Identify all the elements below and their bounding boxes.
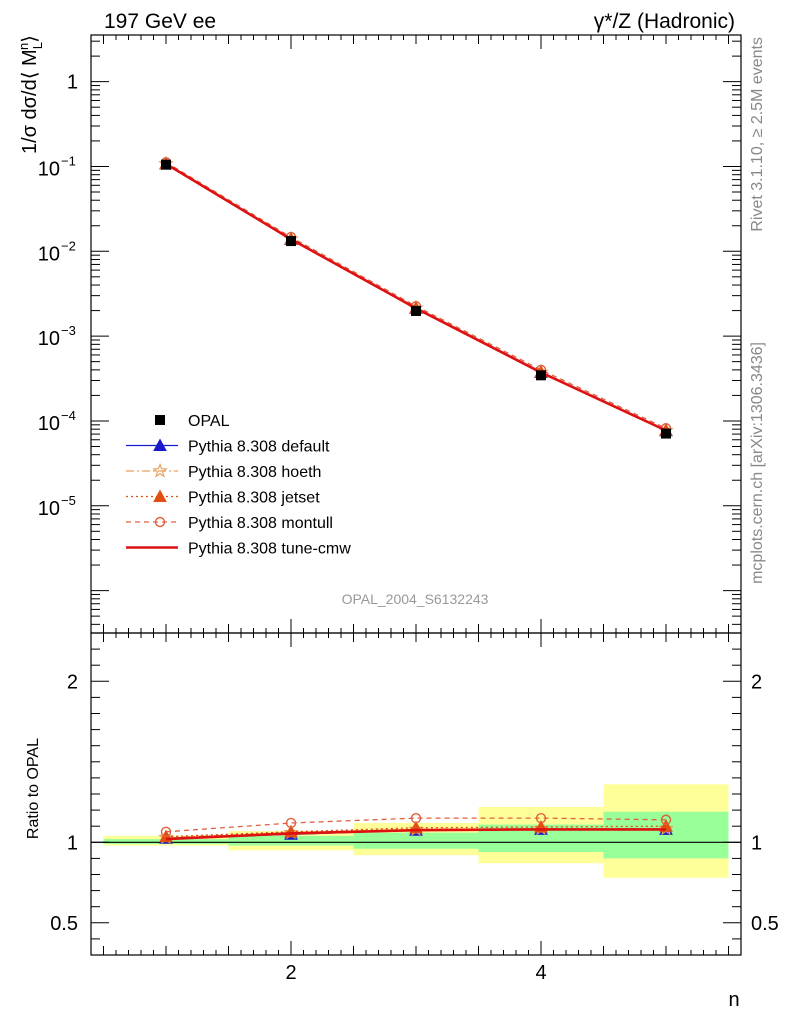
data-point-0 — [161, 159, 171, 170]
header-right-main: γ*/Z — [594, 10, 632, 33]
header-right-suffix: (Hadronic) — [631, 10, 735, 33]
series-marker-ratio-3-1 — [285, 817, 297, 829]
x-axis-label: n — [728, 989, 739, 1011]
series-line-main-1 — [165, 163, 667, 432]
data-point-1 — [286, 236, 296, 247]
y-label-main-sup: n — [16, 43, 31, 50]
side-label-bottom: mcplots.cern.ch [arXiv:1306.3436] — [749, 342, 766, 584]
data-point-2 — [411, 305, 421, 316]
legend-label-1: Pythia 8.308 default — [188, 439, 330, 456]
header-right: γ*/Z (Hadronic) — [594, 10, 735, 33]
legend-label-2: Pythia 8.308 hoeth — [188, 464, 321, 481]
legend-label-0: OPAL — [188, 413, 230, 430]
y-label-main-text: 1/σ dσ/d⟨ M — [19, 49, 41, 154]
series-line-main-0 — [165, 163, 667, 432]
series-marker-ratio-3-2 — [410, 812, 422, 824]
y-tick-label-main-sup-5: −5 — [61, 493, 76, 508]
legend-marker-opal — [155, 415, 165, 425]
y-tick-label-ratio-l-0: 0.5 — [50, 913, 78, 935]
series-marker-ratio-3-3 — [535, 812, 547, 824]
y-tick-label-main-sup-2: −2 — [61, 238, 76, 253]
x-tick-label-0: 2 — [285, 962, 296, 984]
series-line-ratio-3 — [165, 817, 667, 833]
legend-marker-4 — [154, 516, 166, 528]
ticks — [91, 35, 741, 955]
series-marker-ratio-3-0 — [160, 826, 172, 838]
legend-marker-3 — [153, 489, 167, 502]
y-label-main-end: ⟩ — [19, 35, 41, 43]
legend: OPAL Pythia 8.308 default Pythia 8.308 hoe… — [126, 413, 351, 558]
y-tick-label-main-2: 10 — [38, 243, 60, 265]
x-tick-label-1: 4 — [535, 962, 546, 984]
y-tick-label-main-4: 10 — [38, 413, 60, 435]
y-tick-label-ratio-l-1: 1 — [67, 832, 78, 854]
ratio-series — [158, 812, 674, 845]
y-tick-label-main-1: 10 — [38, 158, 60, 180]
data-point-4 — [661, 428, 671, 439]
series-line-main-4 — [165, 162, 667, 432]
legend-label-3: Pythia 8.308 jetset — [188, 490, 320, 507]
legend-marker-2 — [152, 462, 168, 478]
legend-marker-1 — [153, 438, 167, 451]
data-point-3 — [536, 370, 546, 381]
y-tick-label-main-0: 1 — [67, 72, 78, 94]
legend-label-4: Pythia 8.308 montull — [188, 515, 333, 532]
data-points — [161, 159, 671, 439]
y-axis-label-ratio: Ratio to OPAL — [25, 738, 42, 839]
band-green-2 — [353, 832, 479, 849]
series-line-ratio-4 — [165, 828, 666, 841]
y-tick-label-ratio-r-1: 1 — [751, 832, 762, 854]
series-line-main-2 — [165, 163, 667, 431]
y-tick-label-main-sup-4: −4 — [61, 408, 76, 423]
series-line-main-3 — [165, 161, 667, 429]
band-green-1 — [228, 835, 354, 846]
side-label-top: Rivet 3.1.10, ≥ 2.5M events — [749, 37, 766, 232]
y-tick-label-main-5: 10 — [38, 498, 60, 520]
band-green-4 — [603, 811, 729, 859]
y-tick-label-main-sup-1: −1 — [61, 153, 76, 168]
y-tick-label-ratio-r-2: 2 — [751, 671, 762, 693]
y-tick-label-main-sup-3: −3 — [61, 323, 76, 338]
y-label-main-sub: L — [30, 42, 45, 49]
y-axis-label-main: 1/σ dσ/d⟨ MLn⟩ — [16, 35, 45, 154]
series-marker-ratio-3-4 — [660, 814, 672, 825]
y-tick-label-ratio-r-0: 0.5 — [751, 913, 779, 935]
analysis-label: OPAL_2004_S6132243 — [342, 591, 489, 607]
main-series — [158, 155, 674, 438]
y-tick-label-main-3: 10 — [38, 328, 60, 350]
y-tick-label-ratio-l-2: 2 — [67, 671, 78, 693]
header-left: 197 GeV ee — [104, 10, 216, 33]
legend-label-5: Pythia 8.308 tune-cmw — [188, 541, 351, 558]
